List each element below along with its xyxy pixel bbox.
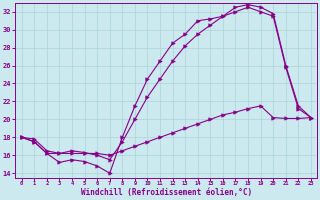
X-axis label: Windchill (Refroidissement éolien,°C): Windchill (Refroidissement éolien,°C) xyxy=(81,188,252,197)
